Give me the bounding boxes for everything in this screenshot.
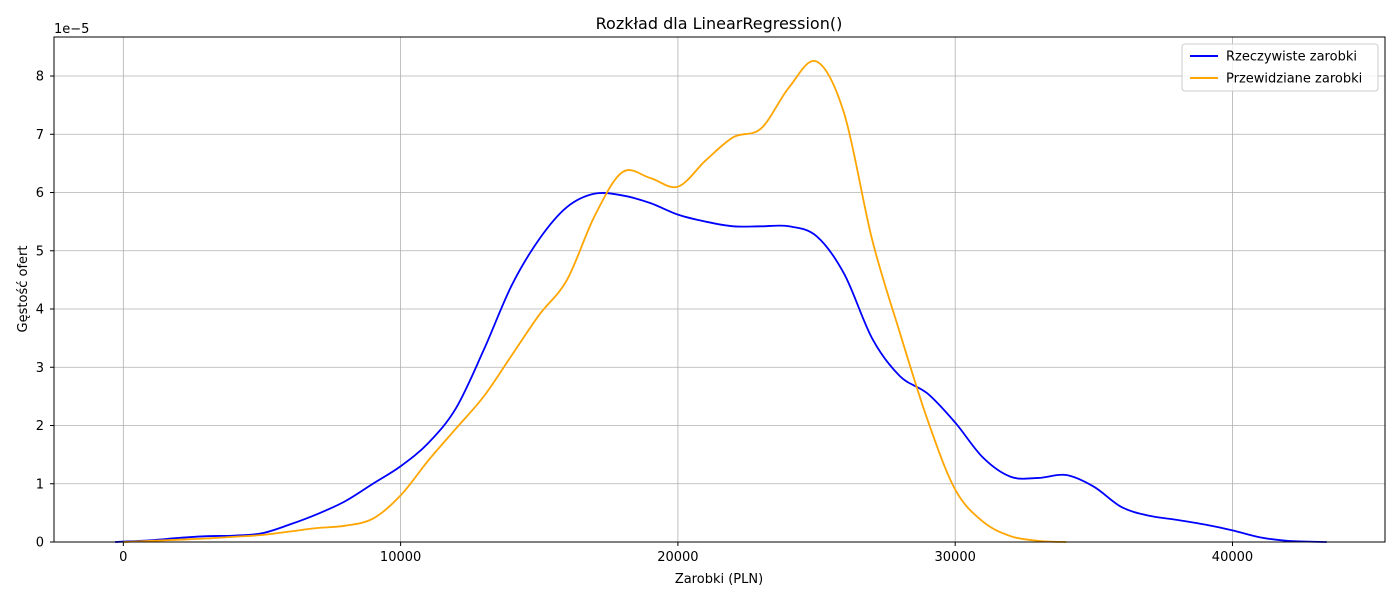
y-tick-label: 2: [36, 419, 44, 434]
y-tick-label: 7: [36, 128, 44, 143]
y-axis-label: Gęstość ofert: [16, 246, 31, 333]
grid-lines: [54, 37, 1385, 543]
x-axis-label: Zarobki (PLN): [675, 572, 763, 587]
y-tick-label: 3: [36, 361, 44, 376]
x-tick-label: 20000: [657, 550, 698, 565]
x-tick-label: 40000: [1212, 550, 1253, 565]
y-tick-label: 5: [36, 244, 44, 259]
chart-title: Rozkład dla LinearRegression(): [596, 14, 843, 33]
y-offset-text: 1e−5: [54, 22, 89, 37]
legend-label-predicted: Przewidziane zarobki: [1226, 72, 1362, 87]
legend-label-actual: Rzeczywiste zarobki: [1226, 50, 1357, 65]
x-tick-label: 0: [119, 550, 127, 565]
axis-ticks: 0 10000 20000 30000 40000 0 1 2 3 4 5 6 7 8: [36, 70, 1253, 565]
x-tick-label: 30000: [935, 550, 976, 565]
series-layer: [114, 59, 1327, 543]
y-tick-label: 8: [36, 70, 44, 85]
y-tick-label: 0: [36, 536, 44, 551]
series-line-predicted: [123, 59, 1067, 543]
legend: Rzeczywiste zarobki Przewidziane zarobki: [1181, 43, 1379, 92]
x-tick-label: 10000: [380, 550, 421, 565]
plot-frame: [53, 36, 1386, 543]
y-tick-label: 4: [36, 303, 44, 318]
series-line-actual: [114, 192, 1327, 543]
y-tick-label: 1: [36, 477, 44, 492]
legend-frame: [1181, 43, 1379, 92]
y-tick-label: 6: [36, 186, 44, 201]
